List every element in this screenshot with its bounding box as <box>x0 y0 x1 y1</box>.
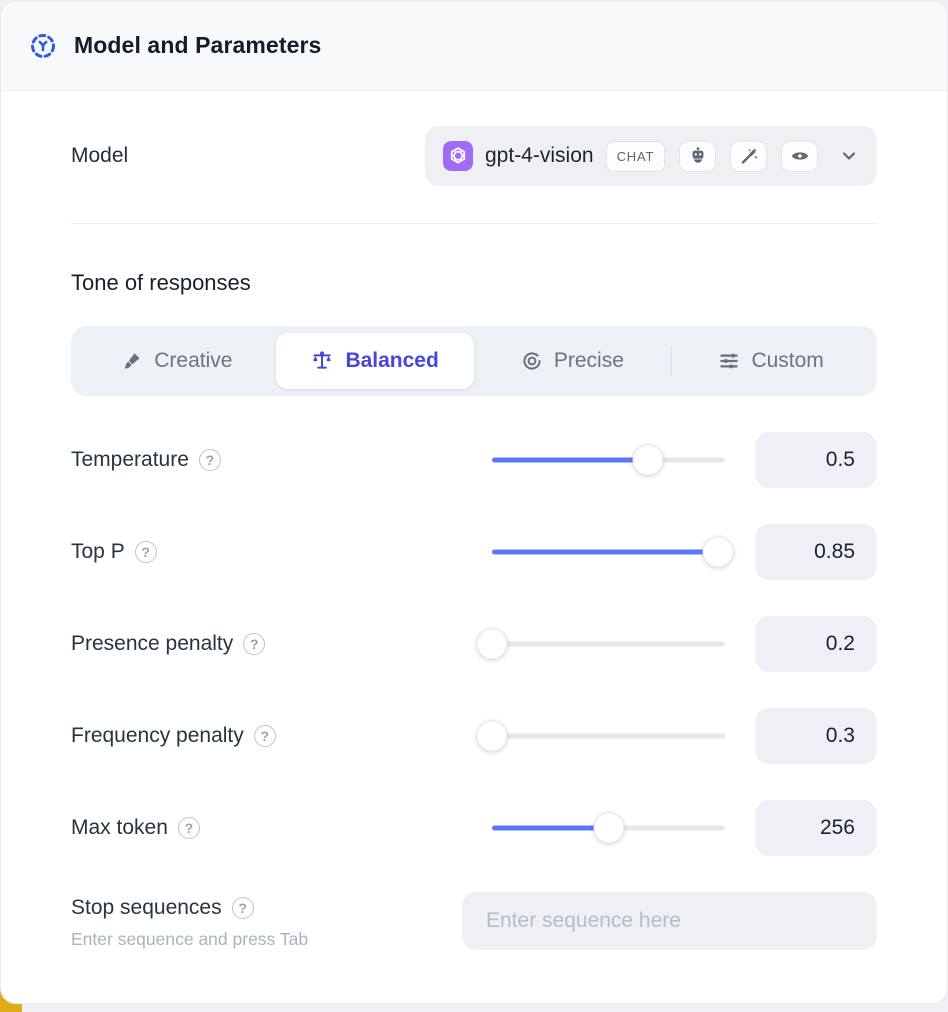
panel-header: Model and Parameters <box>1 1 947 91</box>
tab-label: Balanced <box>345 349 439 372</box>
presence-penalty-value[interactable]: 0.2 <box>755 616 877 672</box>
top-p-value[interactable]: 0.85 <box>755 524 877 580</box>
slider-thumb[interactable] <box>476 720 508 752</box>
slider-fill <box>492 457 649 463</box>
top-p-slider[interactable] <box>492 536 734 568</box>
max-token-row: Max token ? 256 <box>71 800 877 856</box>
help-icon[interactable]: ? <box>231 897 254 919</box>
magic-wand-icon <box>730 140 768 172</box>
stop-sequences-helper-text: Enter sequence and press Tab <box>71 929 309 949</box>
stop-sequences-label: Stop sequences ? <box>71 896 462 920</box>
presence-penalty-label: Presence penalty ? <box>71 632 492 656</box>
slider-thumb[interactable] <box>632 444 664 476</box>
temperature-value[interactable]: 0.5 <box>755 432 877 488</box>
tab-custom[interactable]: Custom <box>672 333 870 389</box>
slider-thumb[interactable] <box>593 812 624 844</box>
top-p-label: Top P ? <box>71 540 492 564</box>
balance-scale-icon <box>313 351 332 369</box>
tone-tab-bar: Creative Balanced <box>71 326 877 396</box>
target-icon <box>523 352 541 370</box>
temperature-row: Temperature ? 0.5 <box>71 432 877 488</box>
help-icon[interactable]: ? <box>198 449 221 471</box>
slider-thumb[interactable] <box>476 628 508 660</box>
slider-fill <box>492 549 718 555</box>
slider-track <box>492 733 725 739</box>
model-label: Model <box>71 144 129 167</box>
tab-separator <box>671 346 673 376</box>
tab-label: Precise <box>553 349 624 372</box>
assistant-robot-icon <box>679 140 717 172</box>
model-parameters-icon <box>29 32 57 60</box>
frequency-penalty-label: Frequency penalty ? <box>71 724 492 748</box>
max-token-value[interactable]: 256 <box>755 800 877 856</box>
top-p-row: Top P ? 0.85 <box>71 524 877 580</box>
openai-logo-icon <box>443 141 473 171</box>
section-divider <box>71 223 877 224</box>
frequency-penalty-value[interactable]: 0.3 <box>755 708 877 764</box>
paintbrush-icon <box>124 353 140 369</box>
tone-section-heading: Tone of responses <box>71 270 251 295</box>
stop-sequences-labels: Stop sequences ? Enter sequence and pres… <box>71 892 462 950</box>
help-icon[interactable]: ? <box>243 633 266 655</box>
tab-label: Custom <box>751 349 824 372</box>
selected-model-name: gpt-4-vision <box>485 144 594 167</box>
presence-penalty-row: Presence penalty ? 0.2 <box>71 616 877 672</box>
stop-sequence-input[interactable] <box>462 892 877 950</box>
panel-title: Model and Parameters <box>74 32 322 58</box>
tab-balanced[interactable]: Balanced <box>275 333 474 389</box>
stop-sequences-row: Stop sequences ? Enter sequence and pres… <box>71 892 877 950</box>
tab-label: Creative <box>154 349 233 372</box>
frequency-penalty-row: Frequency penalty ? 0.3 <box>71 708 877 764</box>
presence-penalty-slider[interactable] <box>476 628 725 660</box>
chat-type-badge: CHAT <box>605 140 666 172</box>
max-token-slider[interactable] <box>492 812 725 844</box>
tab-precise[interactable]: Precise <box>474 333 672 389</box>
model-select-dropdown[interactable]: gpt-4-vision CHAT <box>425 126 877 186</box>
tab-creative[interactable]: Creative <box>78 333 276 389</box>
sliders-icon <box>720 353 739 369</box>
frequency-penalty-slider[interactable] <box>476 720 725 752</box>
temperature-label: Temperature ? <box>71 448 492 472</box>
help-icon[interactable]: ? <box>177 817 200 839</box>
chevron-down-icon <box>839 146 859 166</box>
max-token-label: Max token ? <box>71 816 492 840</box>
slider-track <box>492 641 725 647</box>
model-row: Model gpt-4-vision CHAT <box>71 126 877 186</box>
help-icon[interactable]: ? <box>253 725 276 747</box>
slider-thumb[interactable] <box>702 536 734 568</box>
vision-eye-icon <box>781 140 819 172</box>
slider-fill <box>492 825 609 831</box>
help-icon[interactable]: ? <box>134 541 157 563</box>
temperature-slider[interactable] <box>492 444 725 476</box>
